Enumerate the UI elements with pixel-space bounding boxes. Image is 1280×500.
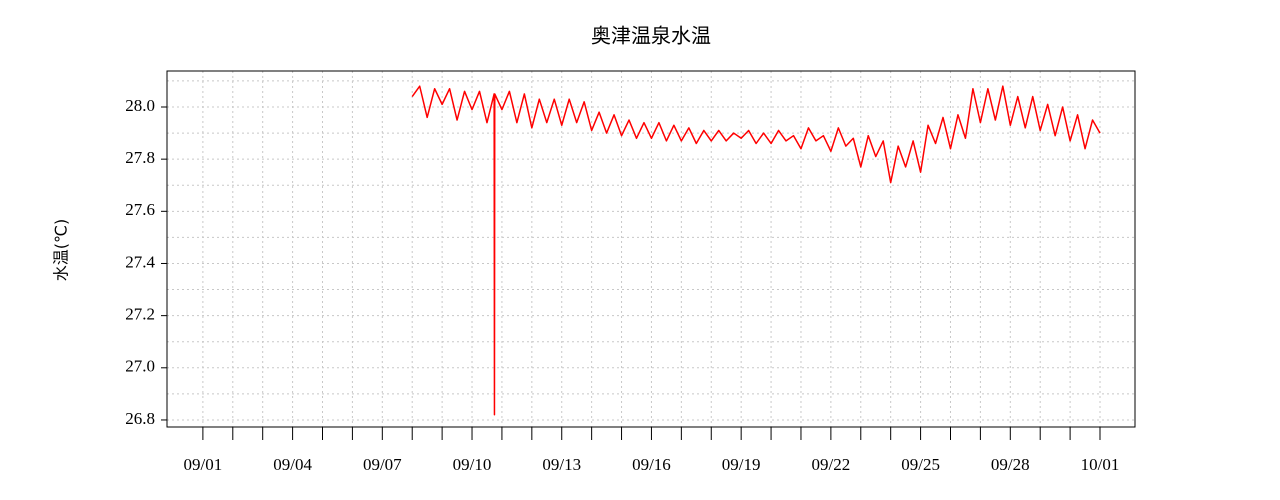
y-tick-label: 27.4 <box>125 252 155 271</box>
x-tick-label: 09/16 <box>632 455 671 474</box>
y-tick-label: 27.6 <box>125 200 155 219</box>
y-tick-label: 27.8 <box>125 148 155 167</box>
plot-frame <box>166 70 1136 428</box>
chart-title: 奥津温泉水温 <box>591 24 711 48</box>
x-tick-label: 09/28 <box>991 455 1030 474</box>
data-line <box>411 85 1101 416</box>
y-tick-label: 26.8 <box>125 409 155 428</box>
y-axis-label: 水温(℃) <box>52 219 71 281</box>
x-tick-label: 09/19 <box>722 455 761 474</box>
y-tick-label: 28.0 <box>125 96 155 115</box>
x-tick-label: 09/13 <box>542 455 581 474</box>
y-tick-label: 27.2 <box>125 305 155 324</box>
y-tick-label: 27.0 <box>125 357 155 376</box>
x-tick-label: 09/07 <box>363 455 402 474</box>
x-tick-label: 09/10 <box>453 455 492 474</box>
x-tick-label: 10/01 <box>1081 455 1120 474</box>
x-tick-label: 09/01 <box>184 455 223 474</box>
x-tick-label: 09/04 <box>273 455 312 474</box>
x-tick-label: 09/25 <box>901 455 940 474</box>
x-tick-label: 09/22 <box>812 455 851 474</box>
